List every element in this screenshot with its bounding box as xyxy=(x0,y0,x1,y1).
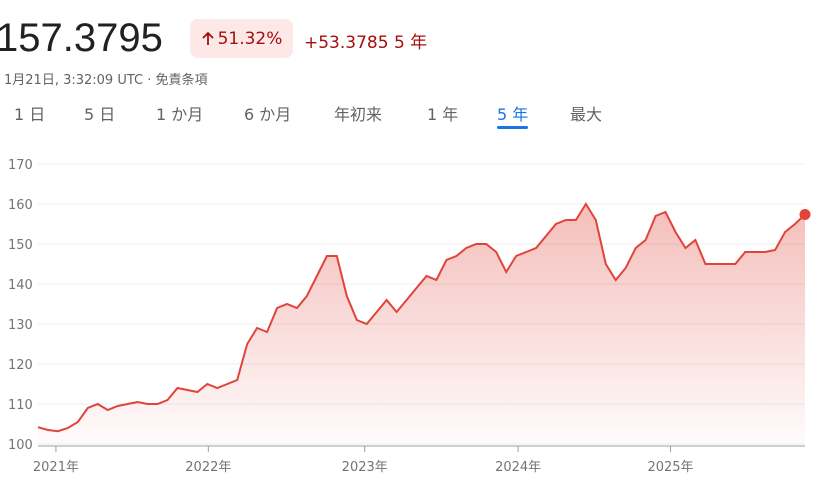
y-tick-label: 150 xyxy=(8,238,33,253)
tab[interactable]: 年初来 xyxy=(334,105,383,124)
tab[interactable]: 1 か月 xyxy=(156,105,204,124)
x-tick-label: 2023年 xyxy=(342,460,388,475)
tab[interactable]: 1 日 xyxy=(14,105,46,124)
y-tick-label: 170 xyxy=(8,158,33,173)
tab[interactable]: 5 日 xyxy=(84,105,116,124)
price-line xyxy=(37,202,806,433)
y-tick-label: 160 xyxy=(8,198,33,213)
tab[interactable]: 6 か月 xyxy=(244,105,292,124)
tabs: 1 日 5 日 1 か月 6 か月 年初来 1 年 5 年 最大 xyxy=(0,101,816,131)
y-tick-label: 120 xyxy=(8,358,33,373)
x-tick-label: 2025年 xyxy=(647,460,693,475)
period: 5 年 xyxy=(393,33,428,53)
change-pct: 51.32% xyxy=(217,28,283,49)
change-badge: 51.32% xyxy=(190,19,293,58)
y-tick-label: 140 xyxy=(8,278,33,293)
disclaimer[interactable]: 免責条項 xyxy=(155,73,208,88)
timestamp-row: 1月21日, 3:32:09 UTC · 免責条項 xyxy=(4,73,208,88)
x-tick-label: 2021年 xyxy=(33,460,79,475)
change: +53.3785 5 年 xyxy=(304,28,427,53)
tab[interactable]: 1 年 xyxy=(427,105,459,124)
y-tick-label: 110 xyxy=(8,398,33,413)
y-tick-label: 100 xyxy=(8,438,33,453)
x-tick-label: 2024年 xyxy=(495,460,541,475)
y-tick-label: 130 xyxy=(8,318,33,333)
tab[interactable]: 最大 xyxy=(570,105,603,124)
up-arrow xyxy=(201,31,214,45)
tab-underline xyxy=(497,126,528,129)
x-tick-label: 2022年 xyxy=(185,460,231,475)
last-point xyxy=(799,208,811,220)
price: 157.3795 xyxy=(0,16,163,60)
change-abs: +53.3785 xyxy=(304,33,389,53)
tab[interactable]: 5 年 xyxy=(497,105,529,124)
timestamp: 1月21日, 3:32:09 UTC xyxy=(4,73,144,88)
